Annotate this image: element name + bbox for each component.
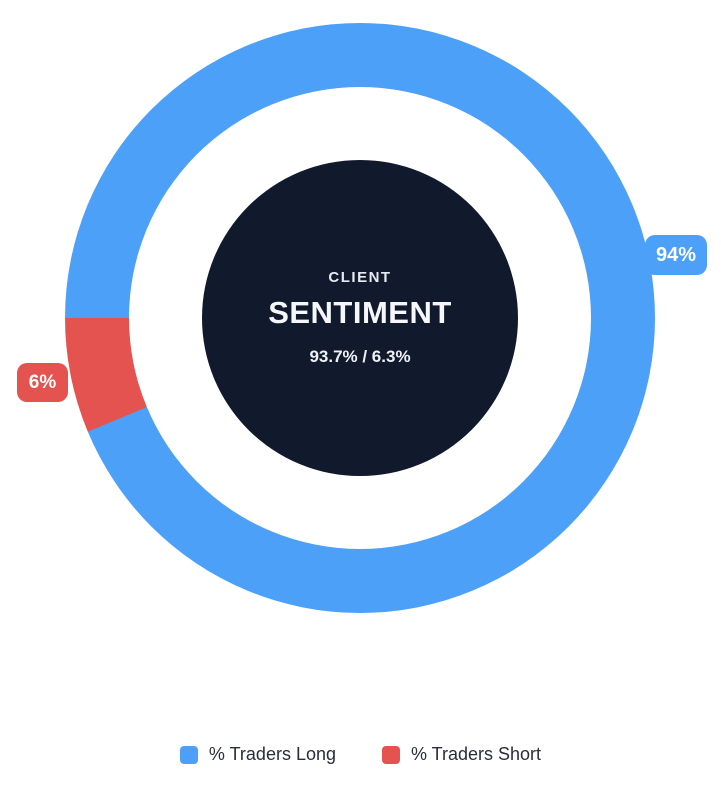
legend-label-traders-short: % Traders Short (411, 744, 542, 764)
legend-label-traders-long: % Traders Long (208, 744, 336, 764)
legend-item-traders-long[interactable]: % Traders Long (179, 744, 336, 765)
short-swatch-icon (382, 745, 400, 764)
short-percentage-badge: 6% (17, 363, 68, 402)
center-eyebrow-label: CLIENT (328, 269, 392, 286)
long-percentage-badge: 94% (645, 235, 707, 275)
center-circle: CLIENT SENTIMENT 93.7% / 6.3% (202, 160, 518, 476)
long-swatch-icon (179, 745, 198, 764)
chart-legend: % Traders Long % Traders Short (0, 744, 721, 765)
center-ratio-label: 93.7% / 6.3% (309, 347, 411, 366)
legend-item-traders-short[interactable]: % Traders Short (382, 744, 541, 765)
center-title-label: SENTIMENT (268, 295, 452, 330)
